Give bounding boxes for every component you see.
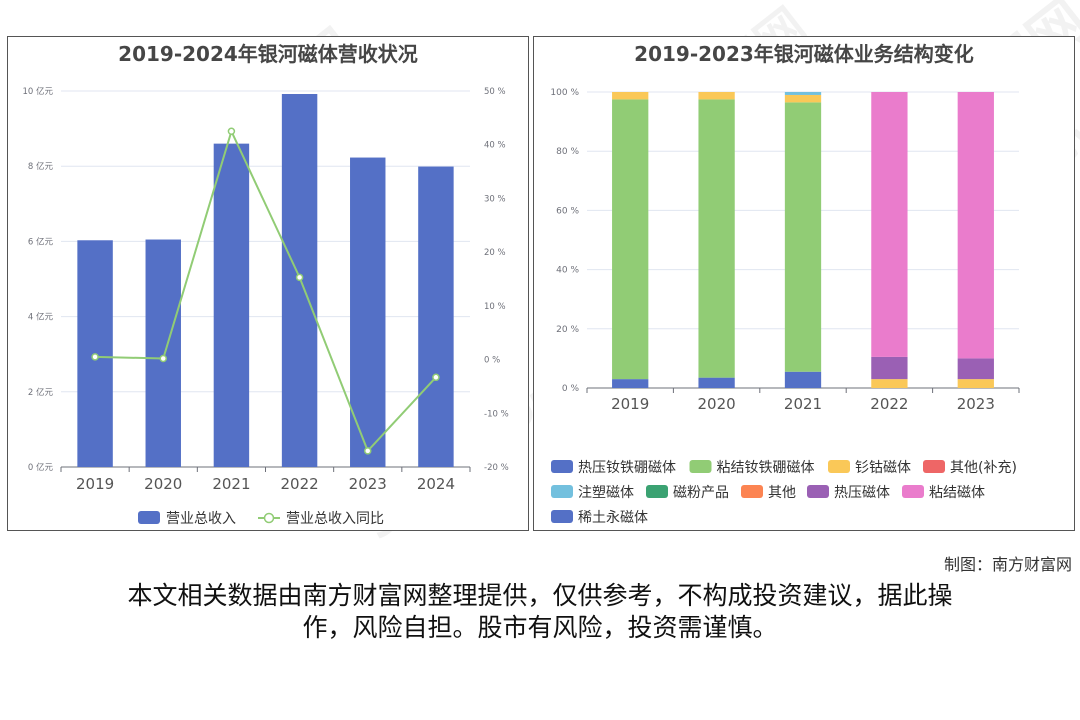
chart-title: 2019-2023年银河磁体业务结构变化	[634, 42, 974, 66]
legend-label-yoy: 营业总收入同比	[286, 511, 384, 527]
x-axis-tick-label: 2024	[417, 475, 455, 493]
right-axis-tick-label: -20 %	[484, 463, 509, 473]
legend-label: 热压钕铁硼磁体	[578, 460, 676, 476]
disclaimer: 本文相关数据由南方财富网整理提供，仅供参考，不构成投资建议，据此操 作，风险自担…	[40, 580, 1040, 644]
legend-label: 磁粉产品	[673, 485, 729, 501]
legend-label-revenue: 营业总收入	[166, 511, 236, 527]
right-axis-tick-label: 30 %	[484, 194, 506, 204]
right-axis-tick-label: 10 %	[484, 302, 506, 312]
stack-segment	[957, 92, 994, 359]
legend-swatch	[807, 485, 829, 498]
legend-label: 其他(补充)	[950, 460, 1017, 476]
left-axis-tick-label: 10 亿元	[22, 86, 53, 97]
chart-credit: 制图：南方财富网	[943, 555, 1072, 574]
legend-swatch-revenue	[138, 511, 160, 524]
stack-segment	[871, 356, 908, 380]
stack-segment	[784, 92, 822, 95]
legend-swatch	[741, 485, 763, 498]
yoy-point	[159, 354, 167, 363]
legend-label: 粘结磁体	[929, 485, 985, 501]
legend-label: 稀土永磁体	[578, 510, 648, 526]
x-axis-tick-label: 2021	[212, 475, 250, 493]
y-axis-tick-label: 100 %	[550, 88, 579, 98]
legend-swatch	[646, 485, 668, 498]
stack-segment	[784, 371, 822, 388]
stack-segment	[612, 92, 649, 100]
right-axis-tick-label: 40 %	[484, 141, 506, 151]
stack-segment	[784, 102, 822, 372]
business-structure-chart-panel: 2019-2023年银河磁体业务结构变化 0 % 20 % 40 % 60 % 80 % 1…	[533, 36, 1075, 531]
legend-label: 热压磁体	[834, 485, 890, 501]
legend-swatch	[923, 460, 945, 473]
left-axis-tick-label: 8 亿元	[28, 161, 54, 172]
x-axis-tick-label: 2019	[76, 475, 114, 493]
chart-title: 2019-2024年银河磁体营收状况	[118, 42, 418, 66]
yoy-point	[91, 353, 99, 361]
left-axis-tick-label: 0 亿元	[28, 462, 54, 473]
stack-segment	[698, 92, 735, 100]
x-axis-tick-label: 2019	[611, 395, 649, 413]
y-axis-tick-label: 60 %	[556, 206, 579, 216]
legend-swatch	[551, 510, 573, 523]
x-axis-tick-label: 2023	[349, 475, 387, 493]
x-axis-tick-label: 2021	[784, 395, 822, 413]
yoy-point	[227, 127, 236, 136]
revenue-bar	[145, 239, 181, 467]
legend-label: 注塑磁体	[578, 485, 634, 501]
revenue-bar	[350, 157, 386, 467]
revenue-bar	[418, 166, 454, 468]
left-axis-tick-label: 6 亿元	[28, 236, 54, 247]
stack-segment	[784, 94, 822, 103]
right-axis-tick-label: -10 %	[484, 409, 509, 419]
revenue-chart: 2019-2024年银河磁体营收状况 0 亿元 2 亿元 4 亿元 6 亿元 8 亿元 10…	[22, 42, 509, 527]
stack-segment	[957, 358, 994, 380]
legend-swatch	[551, 460, 573, 473]
yoy-line	[95, 128, 437, 453]
right-axis-tick-label: 50 %	[484, 87, 506, 97]
legend-swatch	[551, 485, 573, 498]
left-axis-tick-label: 2 亿元	[28, 387, 54, 398]
stack-segment	[871, 92, 908, 357]
y-axis-tick-label: 0 %	[562, 384, 580, 394]
legend-swatch	[689, 460, 712, 473]
y-axis-tick-label: 80 %	[556, 147, 579, 157]
right-axis-tick-label: 20 %	[484, 248, 506, 258]
x-axis-tick-label: 2022	[870, 395, 908, 413]
yoy-point	[364, 447, 372, 455]
x-axis-tick-label: 2023	[957, 395, 995, 413]
stack-segment	[612, 379, 649, 388]
business-structure-chart: 2019-2023年银河磁体业务结构变化 0 % 20 % 40 % 60 % 80 % 1…	[550, 42, 1020, 526]
legend-label: 钐钴磁体	[855, 460, 911, 476]
x-axis-tick-label: 2022	[280, 475, 318, 493]
stack-segment	[871, 379, 908, 388]
stack-segment	[612, 99, 649, 380]
stack-segment	[698, 99, 735, 378]
legend-label: 其他	[768, 485, 796, 501]
right-axis-tick-label: 0 %	[484, 356, 500, 366]
disclaimer-line-1: 本文相关数据由南方财富网整理提供，仅供参考，不构成投资建议，据此操	[127, 581, 953, 610]
y-axis-tick-label: 40 %	[556, 266, 579, 276]
yoy-point	[295, 273, 304, 282]
legend-swatch	[902, 485, 924, 498]
disclaimer-line-2: 作，风险自担。股市有风险，投资需谨慎。	[302, 613, 778, 642]
y-axis-tick-label: 20 %	[556, 325, 579, 335]
stack-segment	[957, 379, 994, 388]
x-axis-tick-label: 2020	[144, 475, 182, 493]
legend-swatch-yoy-marker	[263, 512, 275, 524]
stack-segment	[698, 377, 735, 388]
yoy-point	[432, 373, 440, 382]
legend-swatch	[828, 460, 850, 473]
revenue-chart-panel: 2019-2024年银河磁体营收状况 0 亿元 2 亿元 4 亿元 6 亿元 8 亿元 10…	[7, 36, 529, 531]
legend-label: 粘结钕铁硼磁体	[717, 460, 815, 476]
revenue-bar	[213, 143, 250, 467]
left-axis-tick-label: 4 亿元	[28, 312, 54, 323]
x-axis-tick-label: 2020	[698, 395, 736, 413]
